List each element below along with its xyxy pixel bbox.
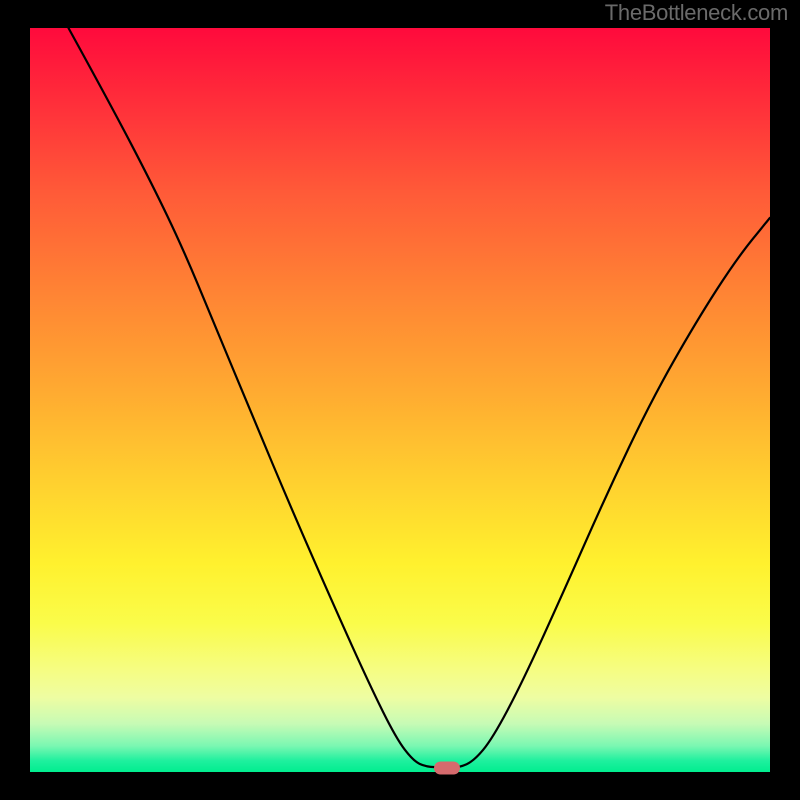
curve-path (68, 28, 770, 768)
optimal-point-marker (434, 761, 460, 774)
watermark-text: TheBottleneck.com (605, 0, 788, 26)
chart-plot-area (30, 28, 770, 772)
bottleneck-curve (30, 28, 770, 772)
